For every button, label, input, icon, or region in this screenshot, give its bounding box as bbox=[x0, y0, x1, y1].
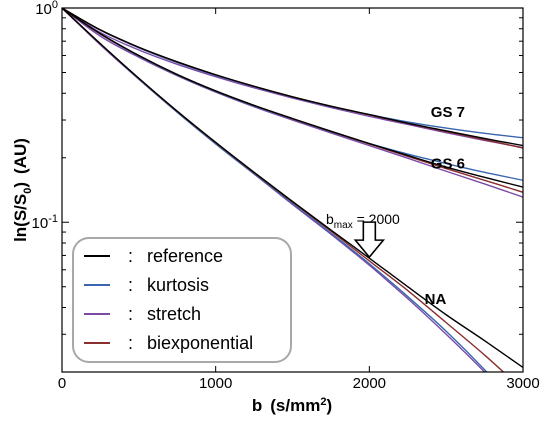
y-tick-label: 10-1 bbox=[32, 213, 58, 232]
y-axis-title: ln(S/S0)(AU) bbox=[11, 138, 34, 242]
plot-frame bbox=[61, 7, 524, 373]
series-line-gs6-stretch bbox=[62, 8, 523, 198]
group-label-gs7: GS 7 bbox=[431, 104, 465, 121]
legend: : reference: kurtosis: stretch: biexponentia… bbox=[72, 237, 292, 363]
y-axis: 100 10-1 bbox=[32, 0, 523, 373]
legend-label-kurtosis: kurtosis bbox=[147, 275, 209, 295]
legend-separator: : bbox=[128, 275, 133, 295]
x-axis: 0 1000 2000 3000 bbox=[58, 8, 540, 392]
legend-separator: : bbox=[128, 304, 133, 324]
group-labels: GS 7 GS 6 NA bbox=[425, 104, 465, 308]
x-tick-label: 1000 bbox=[199, 375, 232, 392]
series-line-na-reference bbox=[62, 8, 523, 369]
legend-items: : reference: kurtosis: stretch: biexponentia… bbox=[84, 246, 253, 353]
x-axis-title: b (s/mm2) bbox=[252, 396, 332, 415]
group-label-gs6: GS 6 bbox=[431, 156, 465, 173]
x-tick-label: 2000 bbox=[353, 375, 386, 392]
legend-separator: : bbox=[128, 333, 133, 353]
legend-separator: : bbox=[128, 246, 133, 266]
series-line-gs6-kurtosis bbox=[62, 8, 523, 181]
bmax-annotation: bmax = 2000 bbox=[326, 211, 400, 259]
legend-label-stretch: stretch bbox=[147, 304, 201, 324]
down-arrow-icon bbox=[353, 221, 386, 259]
x-tick-label: 0 bbox=[58, 375, 66, 392]
legend-box bbox=[72, 237, 292, 363]
series-line-gs7-stretch bbox=[62, 8, 523, 149]
x-tick-label: 3000 bbox=[506, 375, 539, 392]
group-label-na: NA bbox=[425, 291, 447, 308]
y-tick-label: 100 bbox=[35, 0, 58, 18]
data-curves bbox=[62, 8, 523, 372]
series-line-gs6-reference bbox=[62, 8, 523, 188]
series-line-gs7-biexponential bbox=[62, 8, 523, 149]
series-line-gs7-reference bbox=[62, 8, 523, 147]
legend-label-reference: reference bbox=[147, 246, 223, 266]
legend-label-biexponential: biexponential bbox=[147, 333, 253, 353]
